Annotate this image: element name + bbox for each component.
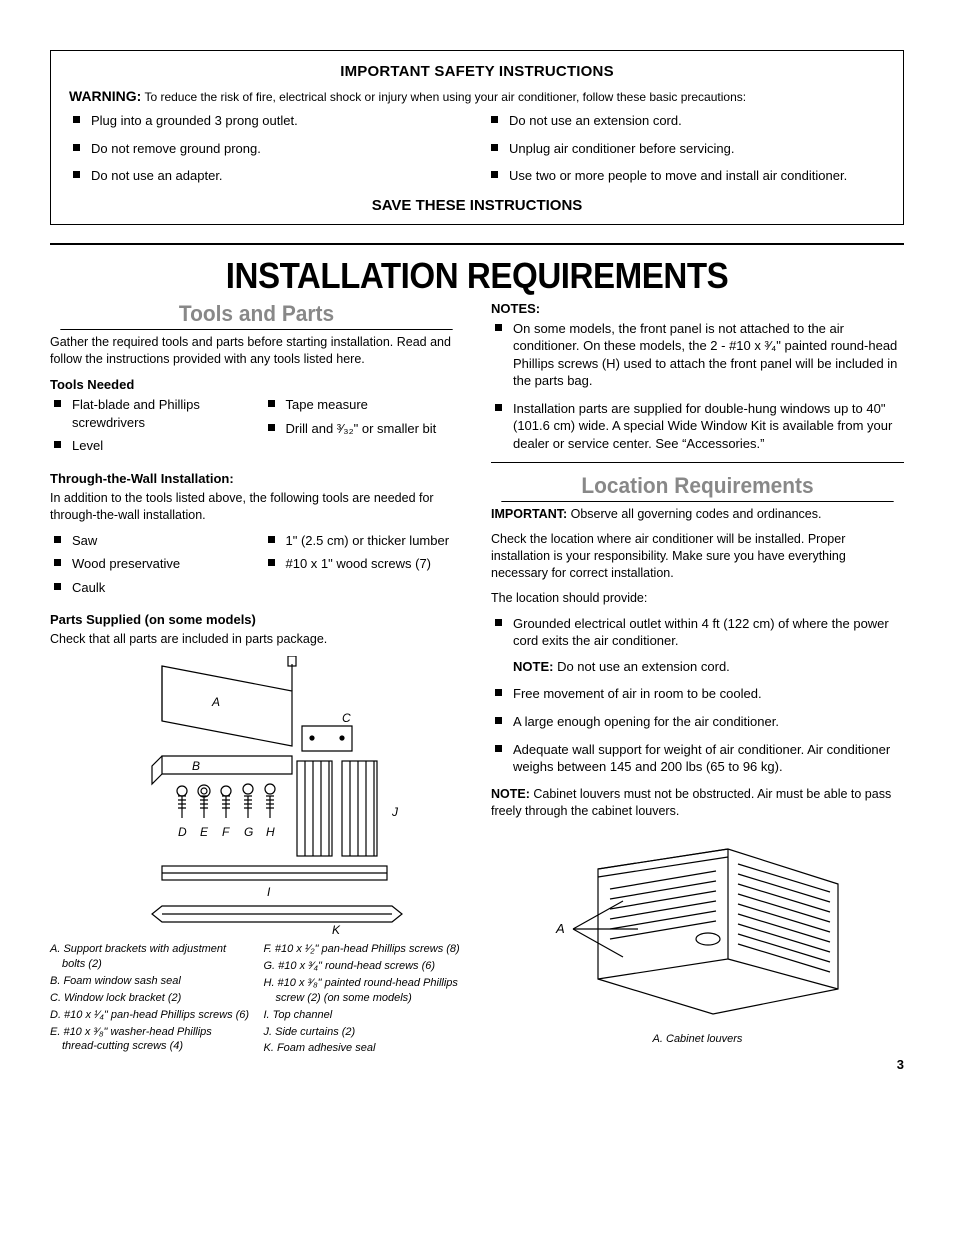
svg-text:C: C	[342, 711, 351, 725]
important-label: IMPORTANT:	[491, 507, 567, 521]
warning-label: WARNING:	[69, 88, 141, 104]
svg-text:J: J	[391, 805, 399, 819]
parts-diagram: A B C	[92, 656, 422, 936]
notes-heading: NOTES:	[491, 301, 904, 316]
tool-item: Caulk	[50, 579, 250, 597]
svg-text:H: H	[266, 825, 275, 839]
main-heading: INSTALLATION REQUIREMENTS	[84, 255, 870, 297]
tools-intro: Gather the required tools and parts befo…	[50, 334, 463, 368]
legend-item: A. Support brackets with adjustment bolt…	[50, 942, 250, 972]
louver-caption: A. Cabinet louvers	[491, 1033, 904, 1045]
legend-item: K. Foam adhesive seal	[264, 1041, 464, 1056]
safety-instructions-box: IMPORTANT SAFETY INSTRUCTIONS WARNING: T…	[50, 50, 904, 225]
svg-text:E: E	[200, 825, 209, 839]
left-column: Tools and Parts Gather the required tool…	[50, 301, 463, 1059]
legend-item: H. #10 x ³⁄₈" painted round-head Phillip…	[264, 976, 464, 1006]
location-important: IMPORTANT: Observe all governing codes a…	[491, 506, 904, 523]
tool-item: 1" (2.5 cm) or thicker lumber	[264, 532, 464, 550]
safety-list-right: Do not use an extension cord. Unplug air…	[487, 112, 885, 185]
note-item: On some models, the front panel is not a…	[491, 320, 904, 390]
location-item: Adequate wall support for weight of air …	[491, 741, 904, 776]
svg-text:F: F	[222, 825, 230, 839]
warning-line: WARNING: To reduce the risk of fire, ele…	[69, 88, 885, 104]
svg-text:B: B	[192, 759, 200, 773]
svg-text:A: A	[555, 921, 565, 936]
location-item: Grounded electrical outlet within 4 ft (…	[491, 615, 904, 676]
safety-list-left: Plug into a grounded 3 prong outlet. Do …	[69, 112, 467, 185]
tools-needed-h: Tools Needed	[50, 377, 463, 392]
wall-install-h: Through-the-Wall Installation:	[50, 471, 463, 486]
tool-item: Level	[50, 437, 250, 455]
tool-item: Drill and ³⁄₃₂" or smaller bit	[264, 420, 464, 438]
warning-text: To reduce the risk of fire, electrical s…	[141, 90, 746, 104]
location-item: Free movement of air in room to be coole…	[491, 685, 904, 703]
safety-item: Do not use an extension cord.	[487, 112, 885, 130]
legend-item: C. Window lock bracket (2)	[50, 991, 250, 1006]
safety-item: Do not remove ground prong.	[69, 140, 467, 158]
parts-supplied-intro: Check that all parts are included in par…	[50, 631, 463, 648]
parts-supplied-h: Parts Supplied (on some models)	[50, 612, 463, 627]
svg-text:G: G	[244, 825, 253, 839]
important-text: Observe all governing codes and ordinanc…	[567, 507, 821, 521]
svg-text:K: K	[332, 923, 341, 936]
page-number: 3	[897, 1057, 904, 1072]
tool-item: Flat-blade and Phillips screwdrivers	[50, 396, 250, 431]
tool-item: Saw	[50, 532, 250, 550]
notes-divider	[491, 462, 904, 463]
legend-item: D. #10 x ¹⁄₄" pan-head Phillips screws (…	[50, 1008, 250, 1023]
note-item: Installation parts are supplied for doub…	[491, 400, 904, 453]
note-text: Do not use an extension cord.	[553, 659, 729, 674]
safety-item: Unplug air conditioner before servicing.	[487, 140, 885, 158]
tools-heading: Tools and Parts	[60, 301, 452, 330]
legend-item: F. #10 x ¹⁄₂" pan-head Phillips screws (…	[264, 942, 464, 957]
legend-item: I. Top channel	[264, 1008, 464, 1023]
right-column: NOTES: On some models, the front panel i…	[491, 301, 904, 1059]
legend-item: G. #10 x ³⁄₄" round-head screws (6)	[264, 959, 464, 974]
parts-legend: A. Support brackets with adjustment bolt…	[50, 942, 463, 1058]
wall-install-intro: In addition to the tools listed above, t…	[50, 490, 463, 524]
tool-item: #10 x 1" wood screws (7)	[264, 555, 464, 573]
louver-diagram: A	[538, 829, 858, 1029]
location-final-note: NOTE: Cabinet louvers must not be obstru…	[491, 786, 904, 820]
location-item: A large enough opening for the air condi…	[491, 713, 904, 731]
note-label: NOTE:	[513, 659, 553, 674]
safety-item: Do not use an adapter.	[69, 167, 467, 185]
safety-title: IMPORTANT SAFETY INSTRUCTIONS	[69, 63, 885, 80]
location-p1: Check the location where air conditioner…	[491, 531, 904, 582]
tool-item: Tape measure	[264, 396, 464, 414]
tool-item: Wood preservative	[50, 555, 250, 573]
location-p2: The location should provide:	[491, 590, 904, 607]
location-heading: Location Requirements	[501, 473, 893, 502]
legend-item: B. Foam window sash seal	[50, 974, 250, 989]
save-instructions: SAVE THESE INSTRUCTIONS	[69, 197, 885, 214]
legend-item: E. #10 x ³⁄₈" washer-head Phillips threa…	[50, 1025, 250, 1055]
location-item-text: Grounded electrical outlet within 4 ft (…	[513, 616, 889, 649]
svg-text:I: I	[267, 885, 271, 899]
section-divider	[50, 243, 904, 245]
safety-item: Plug into a grounded 3 prong outlet.	[69, 112, 467, 130]
legend-item: J. Side curtains (2)	[264, 1025, 464, 1040]
final-note-text: Cabinet louvers must not be obstructed. …	[491, 787, 891, 818]
svg-text:A: A	[211, 695, 220, 709]
note-label: NOTE:	[491, 787, 530, 801]
safety-item: Use two or more people to move and insta…	[487, 167, 885, 185]
svg-text:D: D	[178, 825, 187, 839]
